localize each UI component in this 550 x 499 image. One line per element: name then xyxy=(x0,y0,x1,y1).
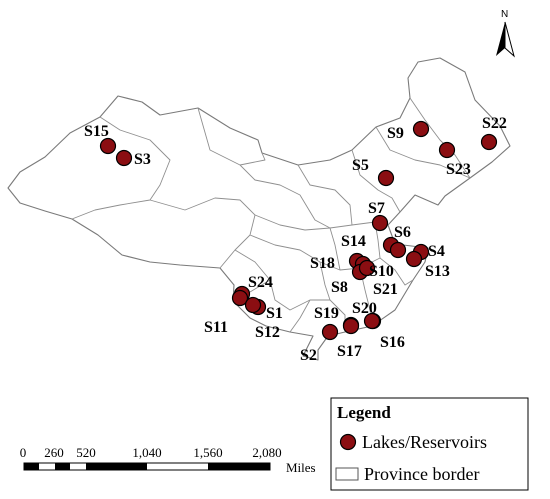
province-border xyxy=(239,164,331,229)
scale-tick-label: 0 xyxy=(20,445,27,460)
site-label-s21: S21 xyxy=(373,281,398,298)
site-marker-s2 xyxy=(321,323,339,341)
site-marker-s21 xyxy=(358,259,376,277)
site-label-s2: S2 xyxy=(300,347,317,364)
site-marker-s7 xyxy=(371,214,389,232)
site-label-s24: S24 xyxy=(248,274,273,291)
province-border xyxy=(351,149,401,213)
scale-tick-label: 1,040 xyxy=(132,445,161,460)
province-border xyxy=(329,227,341,271)
province-border xyxy=(409,97,471,179)
scale-bar-segment xyxy=(24,463,39,470)
scale-tick-label: 2,080 xyxy=(252,445,281,460)
site-label-s16: S16 xyxy=(380,334,405,351)
site-label-s3: S3 xyxy=(134,151,151,168)
scale-tick-label: 260 xyxy=(44,445,64,460)
site-label-s22: S22 xyxy=(482,115,507,132)
site-marker-s11 xyxy=(231,289,249,307)
scale-tick-label: 520 xyxy=(76,445,96,460)
site-marker-s9 xyxy=(412,120,430,138)
site-label-s15: S15 xyxy=(84,123,109,140)
site-marker-s23 xyxy=(438,141,456,159)
north-label: N xyxy=(501,9,508,20)
scale-bar-segment xyxy=(86,463,147,470)
scale-unit: Miles xyxy=(286,460,316,475)
site-label-s20: S20 xyxy=(352,300,377,317)
site-marker-s12 xyxy=(244,296,262,314)
site-marker-s14 xyxy=(389,241,407,259)
country-outline xyxy=(7,57,511,361)
site-marker-s13 xyxy=(405,250,423,268)
scale-tick-label: 1,560 xyxy=(193,445,222,460)
site-label-s1: S1 xyxy=(266,305,283,322)
site-label-s23: S23 xyxy=(446,161,471,178)
site-marker-s16 xyxy=(363,312,381,330)
scale-bar: 0 260 520 1,040 1,560 2,080 Miles xyxy=(20,445,316,475)
province-border xyxy=(71,116,171,220)
site-label-s8: S8 xyxy=(331,279,348,296)
site-label-s5: S5 xyxy=(352,157,369,174)
site-label-s13: S13 xyxy=(425,263,450,280)
legend-item-lakes: Lakes/Reservoirs xyxy=(362,432,487,452)
legend-lake-symbol xyxy=(339,433,357,451)
north-arrow: N xyxy=(496,9,515,58)
site-marker-s5 xyxy=(377,169,395,187)
site-label-s7: S7 xyxy=(368,200,385,217)
province-border xyxy=(289,299,311,333)
site-label-s6: S6 xyxy=(394,224,411,241)
site-label-s10: S10 xyxy=(369,263,394,280)
legend-item-province: Province border xyxy=(364,464,479,484)
province-border xyxy=(149,197,256,269)
legend-title: Legend xyxy=(337,403,391,422)
scale-bar-segment xyxy=(55,463,70,470)
site-label-s19: S19 xyxy=(314,305,339,322)
legend-box xyxy=(330,397,529,491)
site-label-s4: S4 xyxy=(428,243,445,260)
province-border xyxy=(379,257,414,286)
site-label-s12: S12 xyxy=(255,324,280,341)
legend: Legend Lakes/Reservoirs Province border xyxy=(330,397,529,491)
lake-reservoir-sites: S15 S3 S9 S22 S23 S5 S7 S6 S14 S4 S18 S10 S13 S8 S21 S2… xyxy=(84,115,507,364)
site-marker-s3 xyxy=(115,149,133,167)
site-label-s18: S18 xyxy=(310,255,335,272)
site-marker-s17 xyxy=(342,317,360,335)
scale-bar-segment xyxy=(208,463,270,470)
site-marker-s22 xyxy=(480,133,498,151)
province-border xyxy=(375,126,471,179)
north-arrow-left-half xyxy=(496,22,505,56)
site-label-s11: S11 xyxy=(204,319,228,336)
site-marker-s15 xyxy=(99,137,117,155)
site-label-s9: S9 xyxy=(387,125,404,142)
legend-province-symbol xyxy=(335,467,359,481)
site-label-s14: S14 xyxy=(341,233,366,250)
north-arrow-right-half xyxy=(504,21,515,58)
province-border xyxy=(297,164,353,226)
site-label-s17: S17 xyxy=(337,343,362,360)
